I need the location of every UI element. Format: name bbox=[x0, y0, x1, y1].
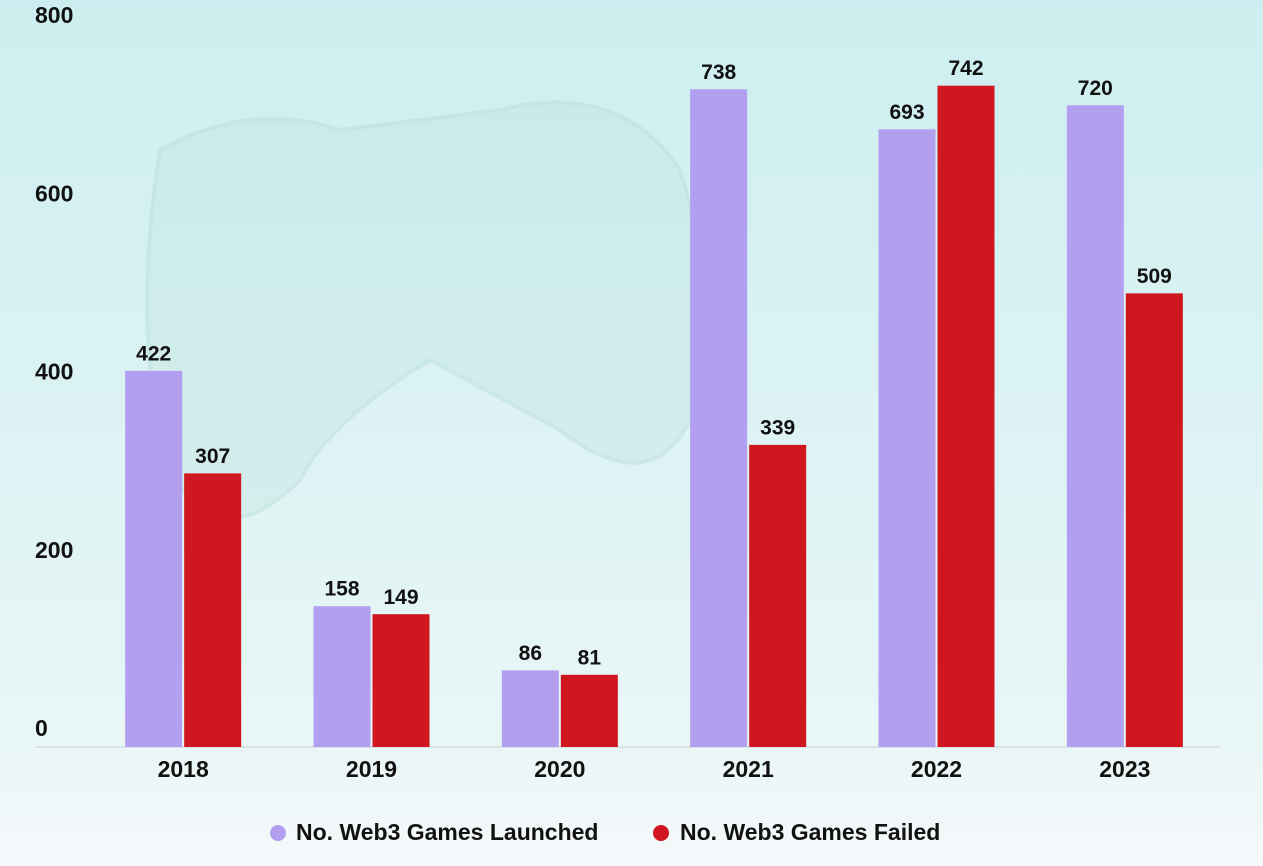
bar bbox=[690, 89, 748, 747]
legend-label: No. Web3 Games Failed bbox=[680, 819, 940, 845]
legend-swatch bbox=[653, 825, 669, 841]
data-label: 693 bbox=[889, 101, 924, 124]
x-tick-label: 2020 bbox=[534, 756, 585, 782]
data-label: 86 bbox=[519, 642, 542, 665]
bar bbox=[937, 85, 995, 747]
bar bbox=[1125, 293, 1183, 747]
data-label: 339 bbox=[760, 416, 795, 439]
data-label: 158 bbox=[324, 578, 359, 601]
x-tick-label: 2023 bbox=[1099, 756, 1150, 782]
bar bbox=[878, 129, 936, 747]
data-label: 149 bbox=[383, 586, 418, 609]
x-tick-label: 2022 bbox=[911, 756, 962, 782]
bar bbox=[372, 614, 430, 747]
bar bbox=[1066, 105, 1124, 748]
data-label: 742 bbox=[948, 57, 983, 80]
legend: No. Web3 Games Launched No. Web3 Games F… bbox=[270, 819, 940, 845]
bar bbox=[501, 670, 559, 747]
data-label: 307 bbox=[195, 445, 230, 468]
x-tick-label: 2018 bbox=[158, 756, 209, 782]
legend-label: No. Web3 Games Launched bbox=[296, 819, 598, 845]
data-label: 81 bbox=[578, 646, 602, 669]
bar bbox=[313, 606, 371, 747]
y-tick-label: 400 bbox=[35, 359, 73, 385]
data-label: 738 bbox=[701, 61, 736, 84]
y-tick-label: 600 bbox=[35, 180, 73, 206]
x-tick-label: 2021 bbox=[723, 756, 774, 782]
bar bbox=[184, 473, 242, 747]
y-tick-label: 800 bbox=[35, 2, 73, 28]
bar bbox=[125, 370, 183, 747]
bar bbox=[749, 444, 807, 747]
y-tick-label: 0 bbox=[35, 715, 48, 741]
bar bbox=[560, 674, 618, 747]
data-label: 422 bbox=[136, 342, 171, 365]
data-label: 720 bbox=[1078, 77, 1113, 100]
legend-swatch bbox=[270, 825, 286, 841]
data-label: 509 bbox=[1137, 265, 1172, 288]
x-tick-label: 2019 bbox=[346, 756, 397, 782]
y-tick-label: 200 bbox=[35, 537, 73, 563]
